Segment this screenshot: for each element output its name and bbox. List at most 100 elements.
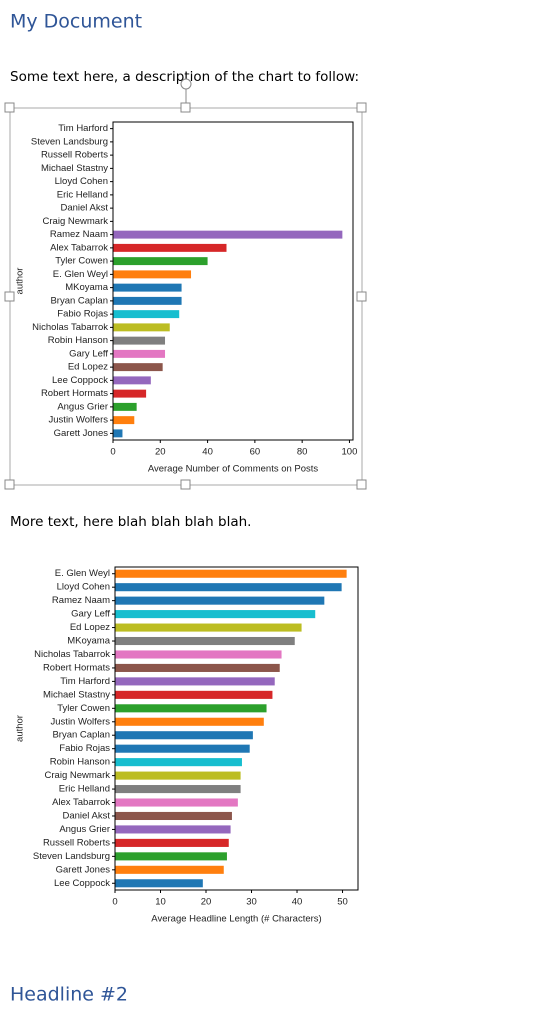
resize-handle[interactable] bbox=[356, 291, 367, 302]
y-tick-label: Fabio Rojas bbox=[59, 743, 110, 754]
y-tick-label: Ed Lopez bbox=[70, 622, 110, 633]
y-tick-label: Robert Hormats bbox=[41, 388, 108, 399]
y-tick-label: Robin Hanson bbox=[48, 335, 108, 346]
paragraph: More text, here blah blah blah blah. bbox=[10, 514, 251, 530]
resize-handle[interactable] bbox=[4, 479, 15, 490]
bar bbox=[115, 663, 280, 672]
bar bbox=[115, 852, 227, 861]
x-axis-label: Average Headline Length (# Characters) bbox=[151, 914, 321, 925]
y-tick-label: Ed Lopez bbox=[68, 362, 108, 373]
y-tick-label: Fabio Rojas bbox=[57, 309, 108, 320]
y-tick-label: E. Glen Weyl bbox=[53, 269, 108, 280]
bar bbox=[113, 257, 208, 266]
y-tick-label: Nicholas Tabarrok bbox=[34, 649, 110, 660]
resize-handle[interactable] bbox=[356, 479, 367, 490]
y-tick-label: MKoyama bbox=[65, 282, 108, 293]
plot-frame bbox=[114, 566, 359, 891]
bar bbox=[115, 771, 241, 780]
y-tick-label: Daniel Akst bbox=[62, 810, 110, 821]
resize-handle[interactable] bbox=[4, 102, 15, 113]
x-tick-label: 20 bbox=[201, 897, 212, 908]
paragraph: Some text here, a description of the cha… bbox=[10, 69, 359, 85]
bar bbox=[113, 336, 166, 345]
charts: Tim Harford Steven Landsburg Russell Rober… bbox=[15, 121, 359, 925]
resize-handle[interactable] bbox=[180, 102, 191, 113]
selection-frame[interactable] bbox=[4, 78, 367, 490]
y-tick-label: Russell Roberts bbox=[43, 837, 110, 848]
y-tick-label: Lloyd Cohen bbox=[55, 176, 108, 187]
y-tick-label: Lloyd Cohen bbox=[57, 582, 110, 593]
y-axis-label: author bbox=[15, 268, 26, 295]
bar bbox=[113, 283, 182, 292]
y-tick-label: Tyler Cowen bbox=[57, 703, 110, 714]
bar bbox=[115, 785, 241, 794]
bar bbox=[113, 230, 343, 239]
bar bbox=[115, 677, 275, 686]
bar bbox=[115, 744, 250, 753]
x-tick-label: 0 bbox=[112, 897, 117, 908]
resize-handle[interactable] bbox=[4, 291, 15, 302]
y-tick-label: Daniel Akst bbox=[60, 203, 108, 214]
y-tick-label: Nicholas Tabarrok bbox=[32, 322, 108, 333]
plot-frame bbox=[112, 121, 354, 441]
bar bbox=[115, 583, 342, 592]
y-tick-label: Ramez Naam bbox=[50, 229, 108, 240]
x-tick-label: 40 bbox=[202, 447, 213, 458]
y-tick-label: Bryan Caplan bbox=[52, 730, 110, 741]
bar bbox=[113, 402, 137, 411]
bar bbox=[113, 416, 135, 425]
doc-title: My Document bbox=[10, 11, 142, 33]
bar bbox=[115, 636, 295, 646]
bar bbox=[113, 243, 227, 252]
bar bbox=[115, 650, 282, 659]
headline: Headline #2 bbox=[10, 984, 128, 1006]
bar bbox=[115, 838, 229, 847]
x-tick-label: 40 bbox=[292, 897, 303, 908]
bar bbox=[115, 811, 232, 821]
bar bbox=[115, 731, 253, 740]
y-tick-label: Bryan Caplan bbox=[50, 295, 108, 306]
y-tick-label: Steven Landsburg bbox=[31, 136, 108, 147]
y-tick-label: Robin Hanson bbox=[50, 757, 110, 768]
bar bbox=[113, 310, 180, 319]
y-tick-label: Eric Helland bbox=[57, 189, 108, 200]
y-tick-label: MKoyama bbox=[67, 636, 110, 647]
bar bbox=[115, 758, 242, 767]
resize-handle[interactable] bbox=[180, 479, 191, 490]
chart: E. Glen Weyl Lloyd Cohen Ramez Naam Gary Le… bbox=[15, 566, 359, 925]
y-tick-label: Garett Jones bbox=[54, 428, 109, 439]
bar bbox=[113, 363, 163, 372]
y-tick-label: Craig Newmark bbox=[43, 216, 109, 227]
bar bbox=[115, 704, 267, 713]
x-tick-label: 10 bbox=[155, 897, 166, 908]
y-axis-label: author bbox=[15, 715, 26, 742]
bar bbox=[115, 569, 347, 578]
y-tick-label: Robert Hormats bbox=[43, 662, 110, 673]
y-tick-label: Gary Leff bbox=[71, 609, 110, 620]
bar bbox=[113, 376, 151, 385]
x-tick-label: 0 bbox=[110, 447, 115, 458]
bar bbox=[115, 825, 231, 834]
resize-handle[interactable] bbox=[356, 102, 367, 113]
y-tick-label: Ramez Naam bbox=[52, 595, 110, 606]
y-tick-label: Angus Grier bbox=[57, 401, 108, 412]
bar bbox=[113, 323, 170, 332]
x-axis-label: Average Number of Comments on Posts bbox=[148, 464, 319, 475]
rotate-handle[interactable] bbox=[180, 78, 192, 90]
y-tick-label: Eric Helland bbox=[59, 784, 110, 795]
x-tick-label: 30 bbox=[246, 897, 257, 908]
y-tick-label: Alex Tabarrok bbox=[50, 242, 108, 253]
bar bbox=[113, 429, 123, 438]
y-tick-label: E. Glen Weyl bbox=[55, 568, 110, 579]
bar bbox=[115, 865, 224, 874]
y-tick-label: Russell Roberts bbox=[41, 150, 108, 161]
bar bbox=[115, 596, 325, 605]
bar bbox=[113, 349, 166, 358]
y-tick-label: Garett Jones bbox=[56, 864, 111, 875]
y-tick-label: Gary Leff bbox=[69, 348, 108, 359]
bar bbox=[113, 389, 147, 398]
y-tick-label: Michael Stastny bbox=[43, 689, 110, 700]
bar bbox=[115, 717, 264, 726]
x-tick-label: 60 bbox=[250, 447, 261, 458]
